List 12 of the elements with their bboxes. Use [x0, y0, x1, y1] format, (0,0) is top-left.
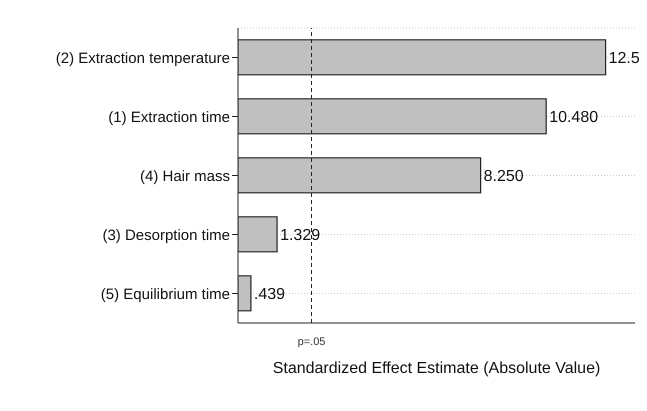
data-label: 8.250 [484, 168, 524, 185]
data-label: .439 [254, 286, 286, 303]
data-label: 10.480 [549, 108, 598, 126]
data-label: 12.5 [608, 50, 640, 67]
y-tick-label: (3) Desorption time [102, 226, 230, 244]
x-axis-title: Standardized Effect Estimate (Absolute Value) [272, 360, 600, 377]
data-label: 1.329 [280, 226, 320, 244]
y-tick-label: (5) Equilibrium time [100, 286, 230, 303]
ref-line-label: p=.05 [298, 336, 326, 348]
y-tick-label: (2) Extraction temperature [56, 50, 230, 67]
y-tick-label: (1) Extraction time [108, 108, 230, 126]
y-tick-label: (4) Hair mass [140, 168, 230, 185]
